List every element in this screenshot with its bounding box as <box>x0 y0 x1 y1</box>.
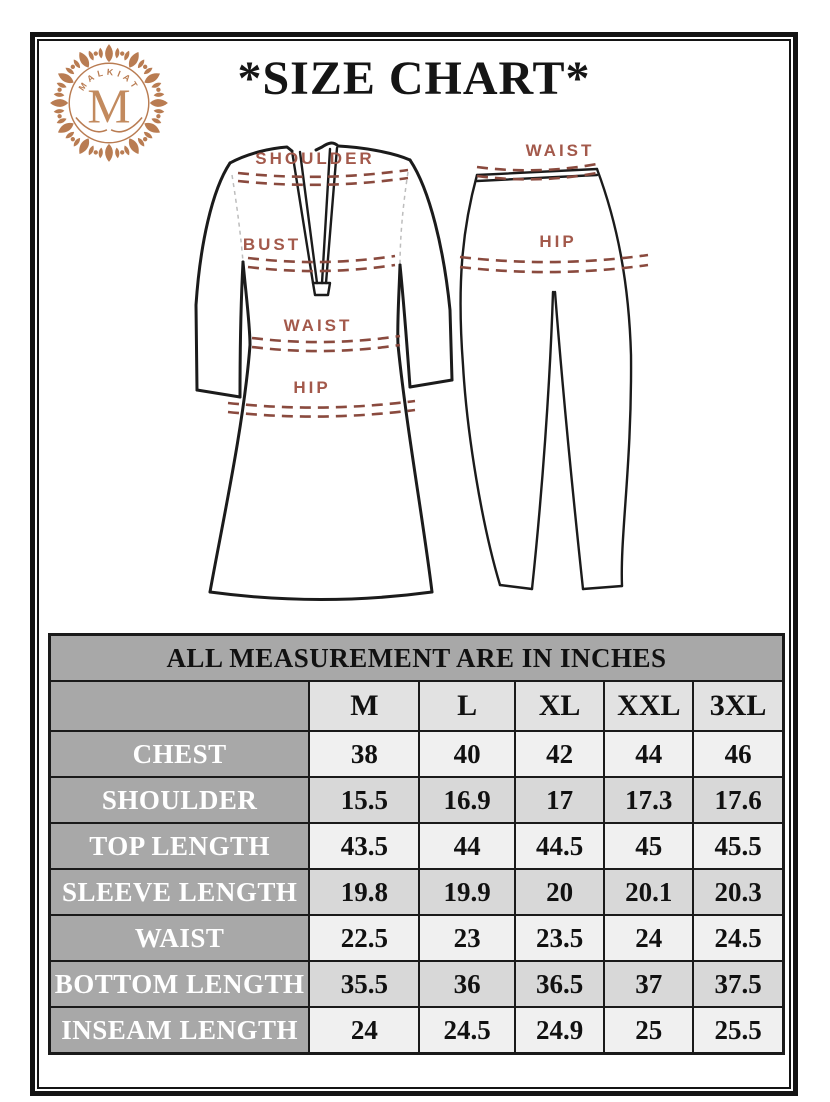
row-label: SHOULDER <box>48 776 311 824</box>
column-header-3xl: 3XL <box>692 680 785 732</box>
logo-circle <box>68 62 150 144</box>
brand-logo: MALKIAT M <box>50 44 168 162</box>
size-value: 17.6 <box>692 776 785 824</box>
kurti-shoulder-label: SHOULDER <box>255 149 374 168</box>
size-value: 17 <box>513 776 606 824</box>
size-value: 25.5 <box>692 1006 785 1055</box>
brand-monogram: M <box>87 80 130 134</box>
pants-hip-label: HIP <box>539 232 576 251</box>
size-value: 35.5 <box>308 960 421 1008</box>
row-label: CHEST <box>48 730 311 778</box>
size-value: 36.5 <box>513 960 606 1008</box>
row-label: TOP LENGTH <box>48 822 311 870</box>
size-value: 19.8 <box>308 868 421 916</box>
table-row-chest: CHEST 38 40 42 44 46 <box>48 730 785 778</box>
row-label: BOTTOM LENGTH <box>48 960 311 1008</box>
logo-flourish <box>75 116 143 133</box>
size-value: 38 <box>308 730 421 778</box>
size-value: 23 <box>418 914 516 962</box>
kurti-bust-label: BUST <box>243 235 301 254</box>
size-value: 20.3 <box>692 868 785 916</box>
pants-waist-label: WAIST <box>526 141 595 160</box>
size-value: 24.9 <box>513 1006 606 1055</box>
page-title: *SIZE CHART* <box>237 52 591 105</box>
kurti-hip-label: HIP <box>293 378 330 397</box>
pants-outline <box>459 167 633 591</box>
size-value: 44 <box>418 822 516 870</box>
corner-cell <box>48 680 311 732</box>
table-caption-row: ALL MEASUREMENT ARE IN INCHES <box>48 633 785 682</box>
column-header-l: L <box>418 680 516 732</box>
inner-border-frame: MALKIAT M *SIZE CHART* <box>37 39 791 1089</box>
column-header-xl: XL <box>513 680 606 732</box>
row-label: SLEEVE LENGTH <box>48 868 311 916</box>
size-value: 24 <box>603 914 695 962</box>
table-caption: ALL MEASUREMENT ARE IN INCHES <box>48 633 785 682</box>
size-value: 37 <box>603 960 695 1008</box>
size-value: 46 <box>692 730 785 778</box>
size-value: 42 <box>513 730 606 778</box>
kurti-measure-lines <box>227 168 416 418</box>
size-value: 16.9 <box>418 776 516 824</box>
pants-measure-lines <box>459 162 649 274</box>
kurti-outline <box>194 141 454 601</box>
table-row-sleeve-length: SLEEVE LENGTH 19.8 19.9 20 20.1 20.3 <box>48 868 785 916</box>
size-value: 36 <box>418 960 516 1008</box>
size-header-row: M L XL XXL 3XL <box>48 680 785 732</box>
size-value: 20 <box>513 868 606 916</box>
size-value: 25 <box>603 1006 695 1055</box>
size-value: 45 <box>603 822 695 870</box>
size-value: 19.9 <box>418 868 516 916</box>
size-value: 23.5 <box>513 914 606 962</box>
size-value: 24 <box>308 1006 421 1055</box>
size-value: 37.5 <box>692 960 785 1008</box>
table-row-waist: WAIST 22.5 23 23.5 24 24.5 <box>48 914 785 962</box>
size-value: 44 <box>603 730 695 778</box>
size-value: 15.5 <box>308 776 421 824</box>
size-value: 43.5 <box>308 822 421 870</box>
size-value: 24.5 <box>692 914 785 962</box>
size-value: 22.5 <box>308 914 421 962</box>
size-value: 40 <box>418 730 516 778</box>
column-header-xxl: XXL <box>603 680 695 732</box>
size-value: 20.1 <box>603 868 695 916</box>
table-row-shoulder: SHOULDER 15.5 16.9 17 17.3 17.6 <box>48 776 785 824</box>
table-row-bottom-length: BOTTOM LENGTH 35.5 36 36.5 37 37.5 <box>48 960 785 1008</box>
size-value: 24.5 <box>418 1006 516 1055</box>
row-label: WAIST <box>48 914 311 962</box>
row-label: INSEAM LENGTH <box>48 1006 311 1055</box>
table-row-inseam-length: INSEAM LENGTH 24 24.5 24.9 25 25.5 <box>48 1006 785 1055</box>
size-table: ALL MEASUREMENT ARE IN INCHES M L XL XXL… <box>48 633 785 1055</box>
size-value: 45.5 <box>692 822 785 870</box>
kurti-waist-label: WAIST <box>284 316 353 335</box>
size-value: 17.3 <box>603 776 695 824</box>
column-header-m: M <box>308 680 421 732</box>
table-row-top-length: TOP LENGTH 43.5 44 44.5 45 45.5 <box>48 822 785 870</box>
outer-border-frame: MALKIAT M *SIZE CHART* <box>30 32 798 1096</box>
size-value: 44.5 <box>513 822 606 870</box>
size-diagram: SHOULDER BUST WAIST HIP <box>194 141 649 601</box>
